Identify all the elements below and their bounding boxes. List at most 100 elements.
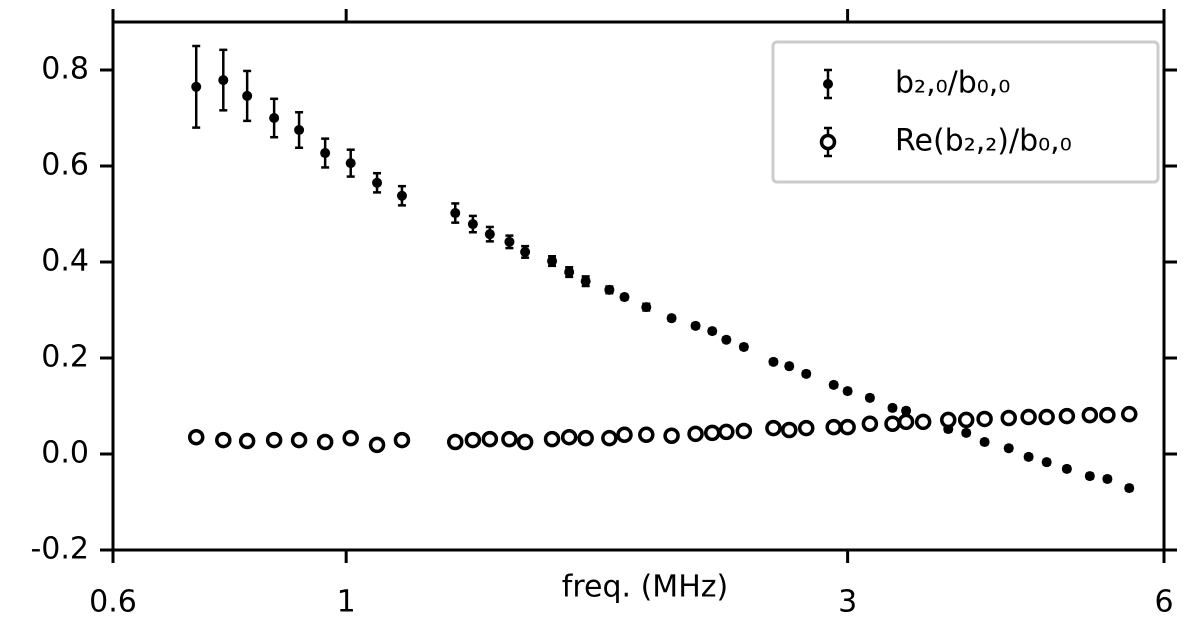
point xyxy=(1099,406,1116,424)
point xyxy=(1058,407,1076,425)
point xyxy=(765,419,782,437)
point xyxy=(641,302,652,313)
point xyxy=(887,402,898,413)
point xyxy=(718,423,735,441)
point xyxy=(601,429,618,447)
point xyxy=(797,419,815,437)
point xyxy=(265,431,283,449)
point xyxy=(940,411,957,429)
point xyxy=(481,430,499,448)
point xyxy=(393,431,411,449)
point xyxy=(242,90,253,101)
y-tick-label: 0.2 xyxy=(41,340,89,375)
point xyxy=(1038,408,1055,426)
point xyxy=(345,158,356,169)
point xyxy=(191,81,202,92)
point xyxy=(703,424,721,442)
point xyxy=(447,433,464,451)
x-tick-label: 1 xyxy=(337,585,356,620)
point xyxy=(187,428,205,446)
point xyxy=(801,368,812,379)
legend-marker xyxy=(819,133,837,151)
point xyxy=(238,432,256,450)
point xyxy=(501,430,518,448)
point xyxy=(1020,408,1037,426)
point xyxy=(828,379,839,390)
point xyxy=(484,229,495,240)
point xyxy=(914,413,932,431)
point xyxy=(901,405,912,416)
point xyxy=(396,190,407,201)
point xyxy=(543,430,561,448)
point xyxy=(690,320,701,331)
point xyxy=(707,326,718,337)
point xyxy=(839,418,856,436)
point xyxy=(1124,483,1135,494)
point xyxy=(638,426,655,444)
point xyxy=(372,177,383,188)
point xyxy=(961,427,972,438)
legend-label: b₂,₀/b₀,₀ xyxy=(895,66,1010,101)
point xyxy=(464,431,482,449)
point xyxy=(316,433,334,451)
point xyxy=(781,421,798,439)
point xyxy=(663,427,680,445)
legend-marker xyxy=(823,79,833,89)
x-tick-label: 6 xyxy=(1154,585,1173,620)
point xyxy=(604,284,615,295)
point xyxy=(666,313,677,324)
point xyxy=(218,75,229,86)
point xyxy=(1000,409,1017,427)
point xyxy=(450,208,461,219)
point xyxy=(560,428,578,446)
legend-box xyxy=(771,40,1160,184)
point xyxy=(979,437,990,447)
point xyxy=(721,334,732,345)
point xyxy=(520,246,531,257)
point xyxy=(768,356,779,367)
point xyxy=(861,415,879,433)
x-tick-label: 3 xyxy=(838,585,857,620)
point xyxy=(320,148,331,159)
point xyxy=(368,436,386,454)
legend-label: Re(b₂,₂)/b₀,₀ xyxy=(895,124,1072,159)
point xyxy=(976,410,993,428)
point xyxy=(825,418,842,436)
point xyxy=(342,429,359,447)
point xyxy=(897,413,915,431)
plot-frame xyxy=(111,20,1166,552)
point xyxy=(616,426,633,444)
point xyxy=(619,292,630,303)
point xyxy=(269,113,280,123)
point xyxy=(1102,473,1113,484)
point xyxy=(547,256,558,267)
point xyxy=(516,433,534,451)
point xyxy=(957,411,975,429)
point xyxy=(294,125,305,135)
point xyxy=(738,341,749,352)
point xyxy=(1081,406,1099,424)
point xyxy=(467,219,478,230)
point xyxy=(564,267,575,278)
y-tick-label: 0.4 xyxy=(41,244,89,279)
x-tick-label: 0.6 xyxy=(89,585,137,620)
point xyxy=(577,429,594,447)
point xyxy=(1041,457,1052,468)
y-tick-label: 0.6 xyxy=(41,148,89,183)
point xyxy=(1003,443,1014,454)
y-tick-label: -0.2 xyxy=(30,532,89,567)
point xyxy=(1061,463,1072,474)
point xyxy=(864,392,875,403)
point xyxy=(290,431,308,449)
point xyxy=(687,425,704,443)
point xyxy=(1023,451,1034,462)
y-tick-label: 0.0 xyxy=(41,436,89,471)
x-axis-label: freq. (MHz) xyxy=(562,570,728,605)
point xyxy=(504,236,515,247)
point xyxy=(884,415,901,433)
point xyxy=(1120,405,1138,423)
point xyxy=(735,422,753,440)
point xyxy=(215,431,232,449)
point xyxy=(784,361,795,372)
